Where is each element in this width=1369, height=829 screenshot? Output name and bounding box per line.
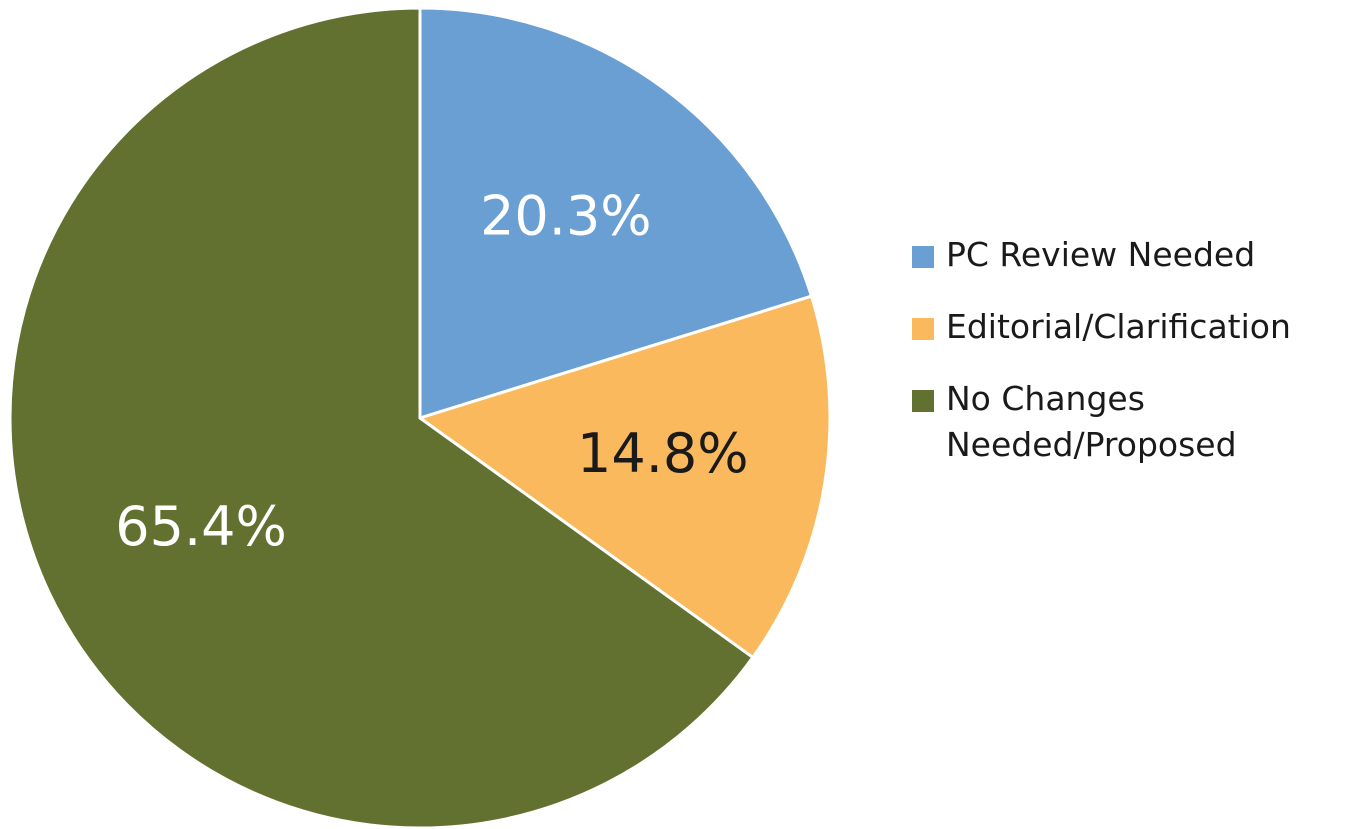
pie-slice [8,6,755,829]
legend-label: Editorial/Clarification [946,307,1291,346]
legend-swatch [912,390,934,412]
legend-label: No Changes Needed/Proposed [946,379,1237,464]
legend: PC Review Needed Editorial/Clarification N… [912,232,1362,494]
pie-slice [416,294,832,660]
pie-slice [418,6,814,421]
legend-label: PC Review Needed [946,235,1256,274]
legend-swatch [912,246,934,268]
data-label: 65.4% [115,495,287,558]
legend-item: No Changes Needed/Proposed [912,376,1362,468]
legend-swatch [912,318,934,340]
data-label: 14.8% [577,422,749,485]
legend-item: PC Review Needed [912,232,1362,278]
data-label: 20.3% [480,185,652,248]
legend-item: Editorial/Clarification [912,304,1362,350]
